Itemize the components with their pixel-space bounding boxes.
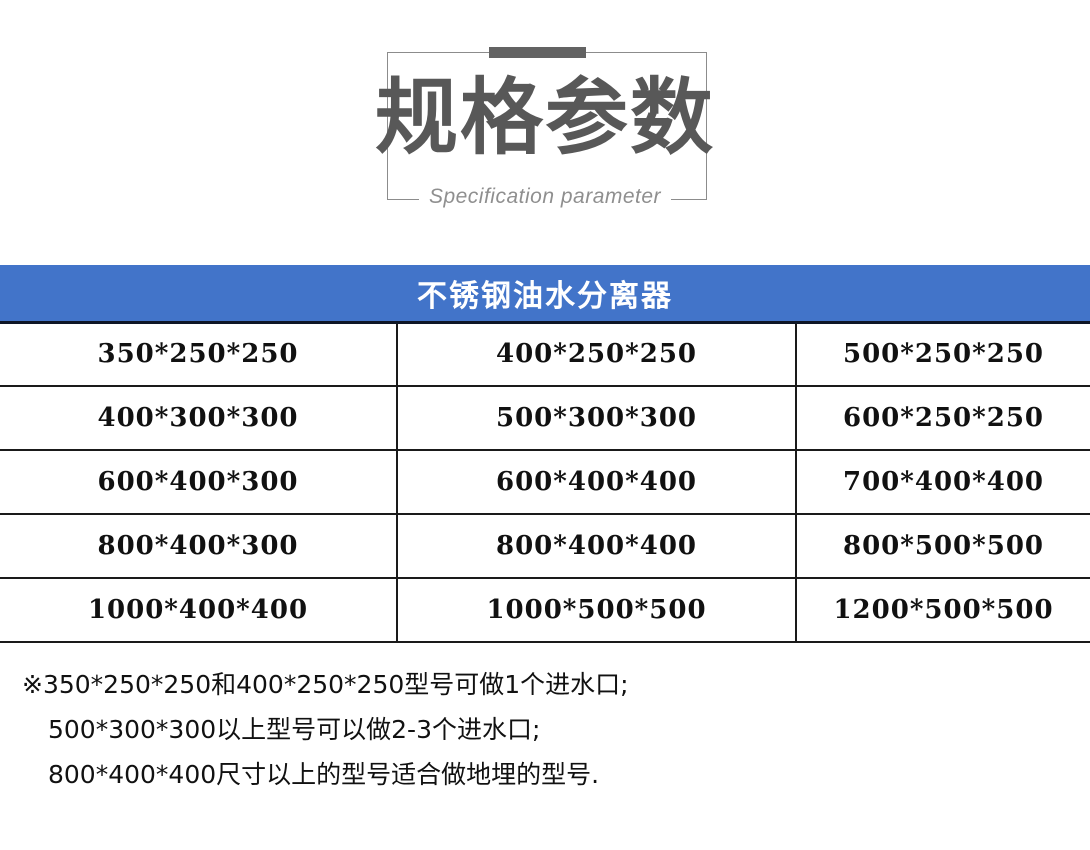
page-title: 规格参数 (375, 69, 715, 166)
table-cell: 600*400*400 (397, 450, 797, 515)
table-cell: 700*400*400 (796, 450, 1090, 515)
page-header: 规格参数 Specification parameter (0, 0, 1090, 250)
table-cell: 600*400*300 (0, 450, 398, 515)
page-subtitle: Specification parameter (418, 183, 672, 211)
footnotes: ※350*250*250和400*250*250型号可做1个进水口; 500*3… (22, 662, 1022, 797)
footnote-line: ※350*250*250和400*250*250型号可做1个进水口; (22, 670, 629, 699)
table-cell: 350*250*250 (0, 322, 398, 387)
table-body: 350*250*250 400*250*250 500*250*250 400*… (0, 322, 1090, 643)
title-decorative-dash (489, 47, 586, 58)
table-row: 350*250*250 400*250*250 500*250*250 (0, 322, 1090, 387)
table-cell: 400*300*300 (0, 386, 398, 451)
table-header-row: 不锈钢油水分离器 (0, 265, 1090, 324)
table-caption: 不锈钢油水分离器 (0, 265, 1090, 324)
page-subtitle-wrap: Specification parameter (0, 183, 1090, 211)
table-cell: 1000*500*500 (397, 578, 797, 643)
table-cell: 800*400*400 (397, 514, 797, 579)
specification-table: 不锈钢油水分离器 350*250*250 400*250*250 500*250… (0, 265, 1090, 643)
table-row: 400*300*300 500*300*300 600*250*250 (0, 386, 1090, 451)
table-cell: 500*300*300 (397, 386, 797, 451)
footnote-line: 500*300*300以上型号可以做2-3个进水口; (48, 715, 541, 744)
footnote-line: 800*400*400尺寸以上的型号适合做地埋的型号. (48, 760, 600, 789)
table-cell: 500*250*250 (796, 322, 1090, 387)
table-row: 1000*400*400 1000*500*500 1200*500*500 (0, 578, 1090, 643)
table-cell: 600*250*250 (796, 386, 1090, 451)
table-cell: 400*250*250 (397, 322, 797, 387)
table-cell: 800*500*500 (796, 514, 1090, 579)
table-cell: 1000*400*400 (0, 578, 398, 643)
table-row: 600*400*300 600*400*400 700*400*400 (0, 450, 1090, 515)
table-cell: 800*400*300 (0, 514, 398, 579)
table-row: 800*400*300 800*400*400 800*500*500 (0, 514, 1090, 579)
table-cell: 1200*500*500 (796, 578, 1090, 643)
